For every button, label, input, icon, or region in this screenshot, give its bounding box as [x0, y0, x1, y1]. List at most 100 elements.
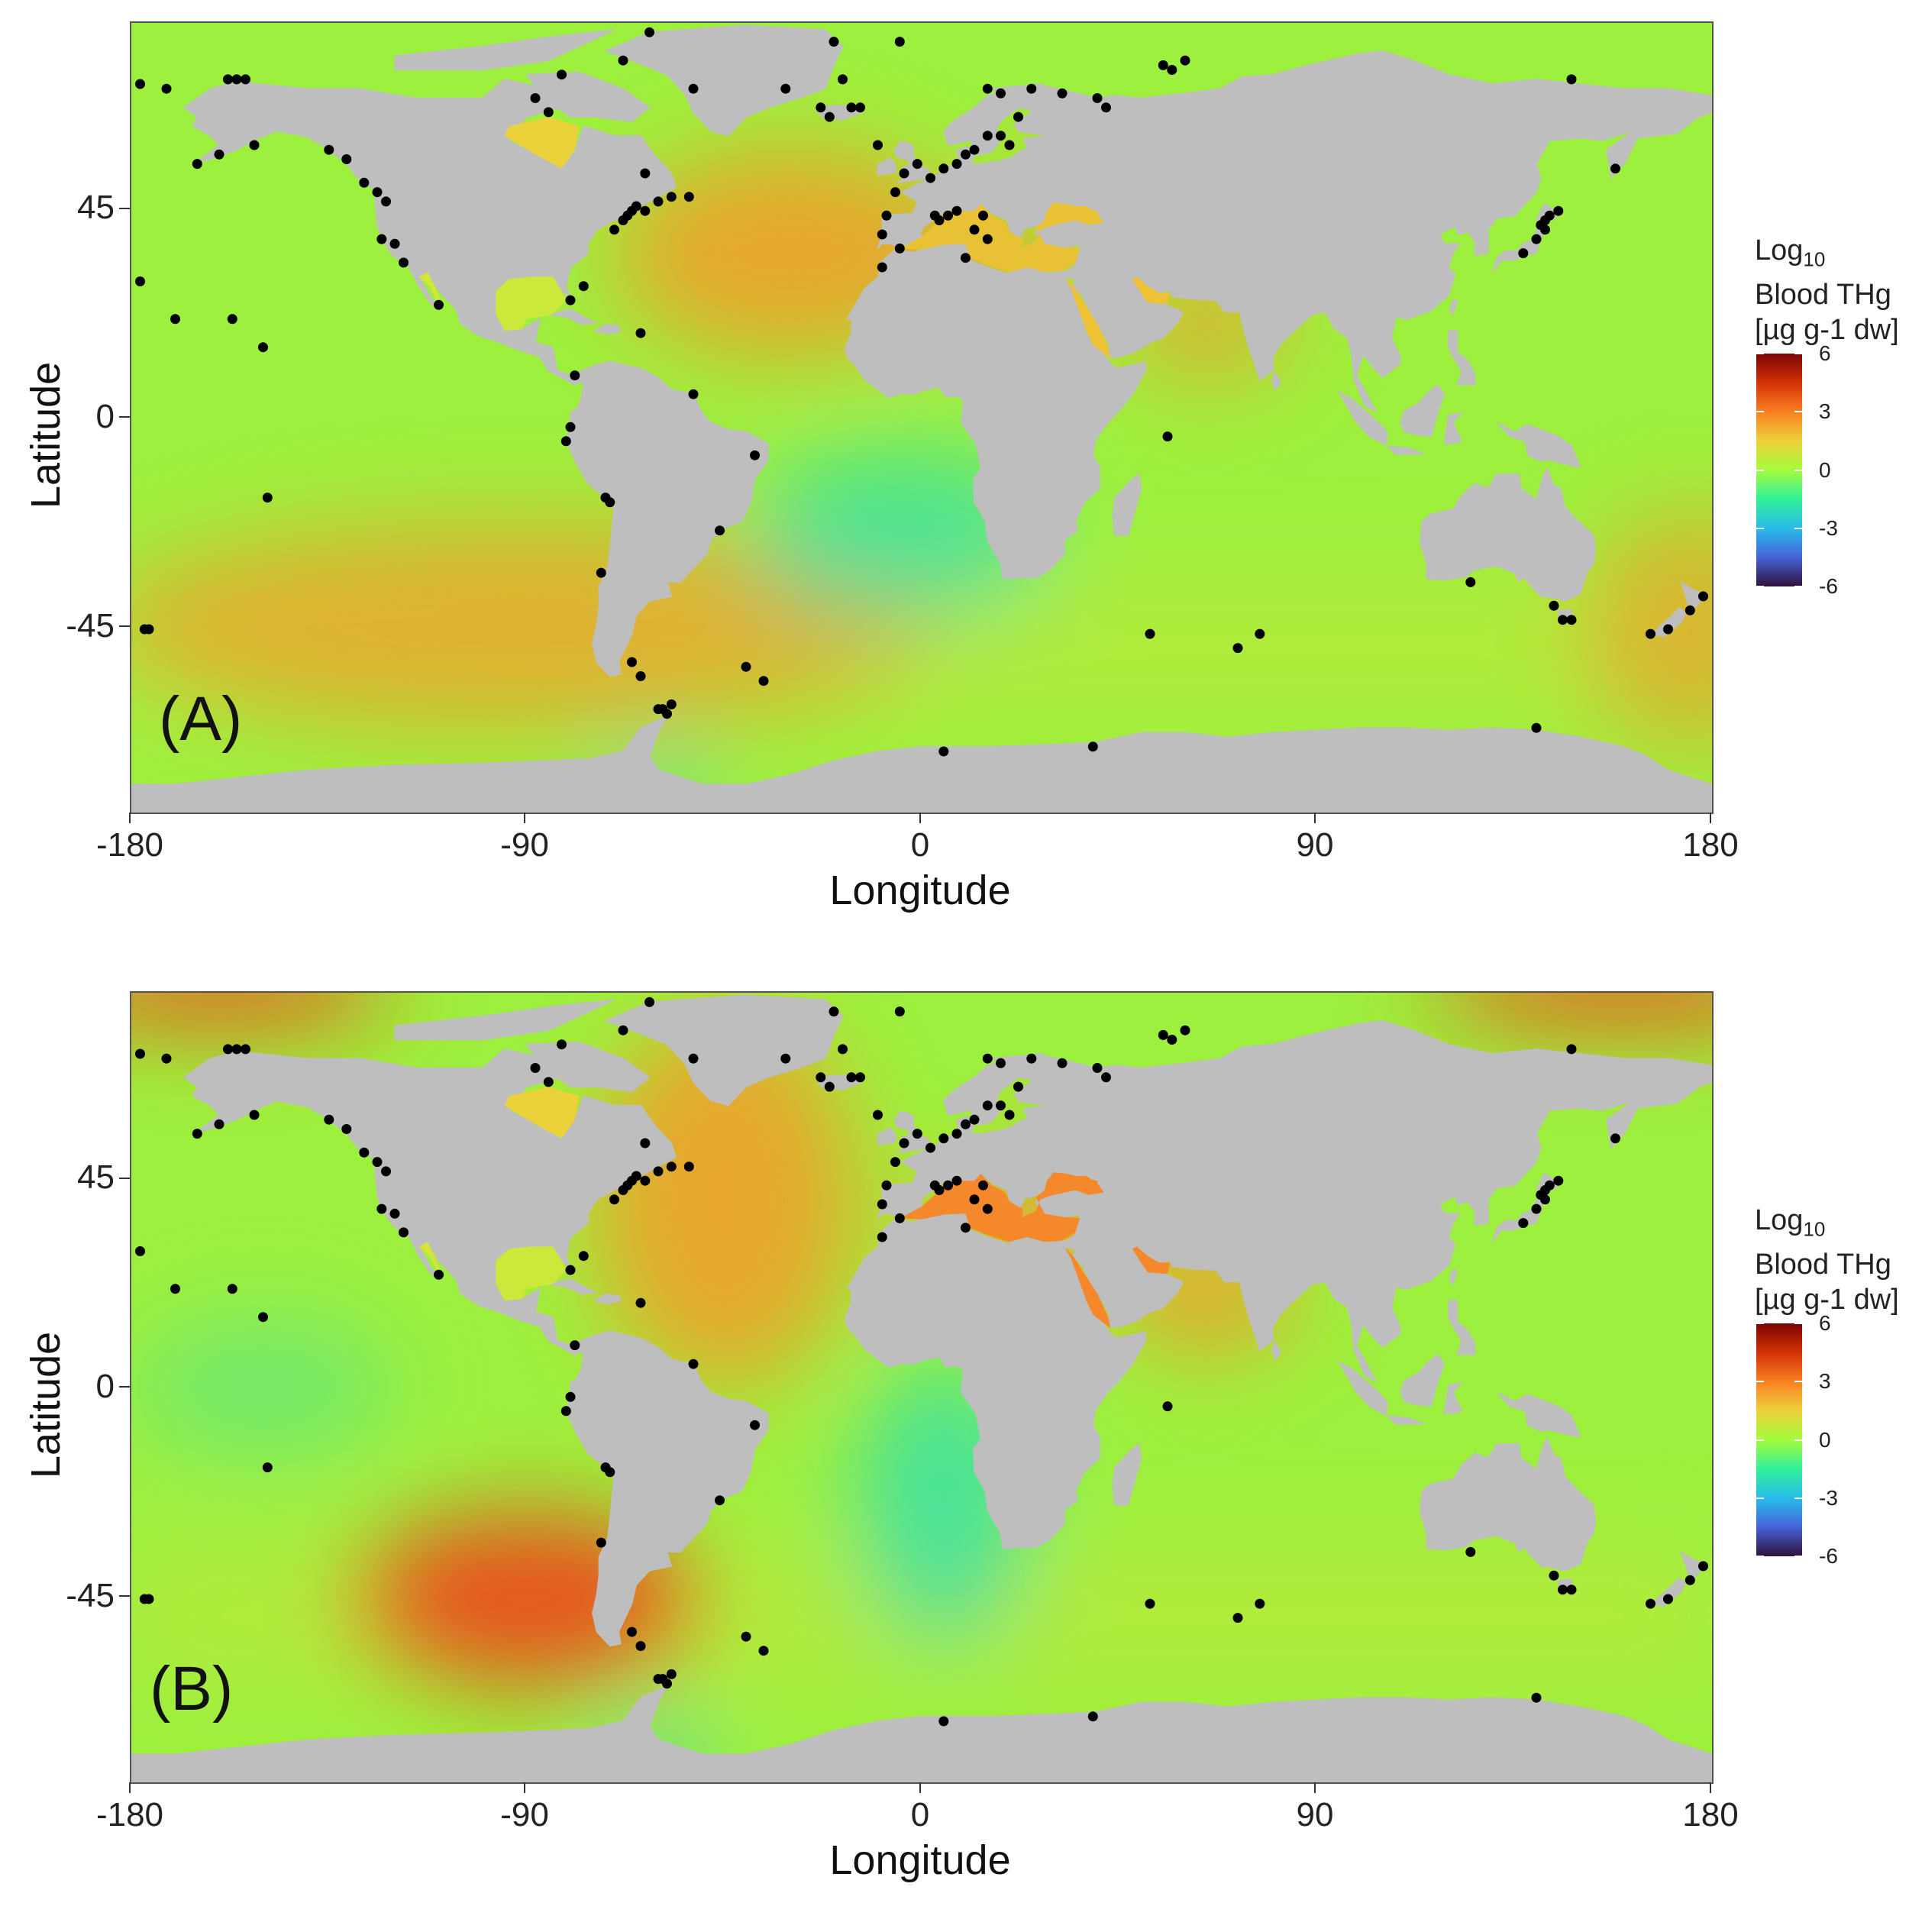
sample-point	[241, 1044, 250, 1055]
sample-point	[934, 1185, 945, 1195]
sample-point	[1549, 600, 1559, 611]
sample-point	[600, 1462, 611, 1473]
cbar-tick-a-0: 6	[1819, 341, 1831, 365]
x-tick-mark	[524, 1782, 525, 1793]
y-tick-mark	[119, 416, 130, 418]
panel-a: (A) Longitude Latitude -180 -90 0 90 180…	[0, 0, 1909, 962]
land-south-america	[565, 1330, 769, 1647]
sample-point	[381, 196, 391, 207]
sample-point	[627, 657, 637, 667]
land-antarctica	[131, 715, 1712, 813]
sample-point	[249, 1110, 260, 1120]
sample-point	[961, 149, 971, 160]
sample-point	[982, 131, 993, 141]
x-tick-a-2: 0	[910, 826, 930, 864]
sample-point	[855, 102, 865, 113]
x-tick-mark	[524, 813, 525, 823]
sample-point	[982, 234, 993, 244]
sample-point	[389, 1208, 400, 1219]
sample-point	[161, 83, 172, 94]
sample-point	[399, 1227, 409, 1238]
sample-point	[565, 1391, 576, 1402]
sample-point	[996, 1100, 1006, 1111]
sample-point	[925, 1142, 935, 1153]
sample-point	[1092, 93, 1103, 103]
sample-point	[359, 177, 370, 188]
sample-point	[829, 37, 839, 47]
sample-point	[877, 1232, 887, 1242]
sample-point	[618, 55, 628, 66]
sample-point	[996, 131, 1006, 141]
y-tick-b-2: -45	[66, 1577, 115, 1614]
colorbar-tick-mark	[1794, 353, 1802, 354]
sea-caspian	[1128, 1168, 1159, 1214]
sample-point	[688, 83, 699, 94]
sample-point	[969, 225, 980, 235]
sample-point	[1057, 1058, 1068, 1068]
sample-point	[1518, 248, 1529, 259]
land-greenland	[603, 994, 844, 1107]
sample-point	[741, 1631, 751, 1642]
sample-point	[600, 493, 611, 503]
sample-point	[982, 83, 993, 94]
sample-point	[640, 205, 651, 216]
land-java	[1385, 444, 1425, 455]
sample-point	[565, 1265, 576, 1275]
sample-point	[688, 1053, 699, 1064]
sample-point	[1518, 1218, 1529, 1229]
sample-point	[381, 1166, 391, 1177]
colorbar-tick-mark	[1794, 1497, 1802, 1499]
land-philippines	[1448, 330, 1476, 386]
sample-point	[223, 1044, 233, 1055]
sample-point	[135, 79, 145, 89]
sample-point	[1531, 234, 1542, 244]
sample-point	[214, 149, 224, 160]
sample-point	[894, 1006, 905, 1017]
sample-point	[223, 74, 233, 85]
y-tick-a-0: 45	[77, 189, 115, 226]
sample-point	[530, 1063, 541, 1073]
hotspot-2	[1428, 993, 1712, 1026]
sample-point	[1167, 1035, 1177, 1045]
sample-point	[1013, 111, 1023, 122]
sample-point	[640, 1138, 651, 1149]
cbar-tick-a-3: -3	[1819, 516, 1838, 540]
land-sumatra	[1337, 1360, 1388, 1416]
sample-point	[1685, 1575, 1695, 1585]
sample-point	[372, 1157, 383, 1168]
map-panel-a[interactable]	[130, 21, 1714, 814]
sample-point	[899, 1138, 909, 1149]
sample-point	[1162, 431, 1173, 442]
sample-point	[214, 1119, 224, 1129]
land-borneo	[1399, 1353, 1445, 1407]
land-new-guinea	[1496, 422, 1581, 468]
panel-b: (B) Longitude Latitude -180 -90 0 90 180…	[0, 970, 1909, 1932]
panel-a-tag: (A)	[159, 684, 243, 754]
sample-point	[894, 1213, 905, 1223]
sample-point	[262, 1462, 273, 1473]
y-tick-mark	[119, 208, 130, 209]
land-sulawesi	[1443, 1381, 1464, 1414]
sea-red-sea	[1064, 277, 1111, 359]
x-tick-b-2: 0	[910, 1796, 930, 1833]
x-tick-b-0: -180	[95, 1796, 164, 1833]
x-tick-mark	[129, 1782, 131, 1793]
sample-point	[609, 1194, 619, 1205]
legend-title-a-log: Log	[1755, 234, 1804, 267]
sample-point	[1558, 1585, 1568, 1595]
x-axis-title-a: Longitude	[829, 867, 1011, 913]
legend-title-a-sub: 10	[1803, 247, 1826, 271]
sample-point	[925, 173, 935, 183]
map-panel-b[interactable]	[130, 991, 1714, 1784]
land-arctic-isles	[394, 999, 615, 1041]
land-nz-north	[1680, 580, 1707, 614]
sample-point	[890, 187, 900, 198]
legend-title-b-sub: 10	[1803, 1217, 1826, 1241]
sample-point	[227, 1284, 237, 1294]
y-tick-a-2: -45	[66, 607, 115, 645]
land-nz-south	[1651, 607, 1687, 638]
x-tick-mark	[1314, 1782, 1316, 1793]
sample-point	[530, 93, 541, 103]
sample-point	[1087, 1711, 1098, 1722]
legend-title-a-line2: Blood THg	[1755, 278, 1891, 311]
